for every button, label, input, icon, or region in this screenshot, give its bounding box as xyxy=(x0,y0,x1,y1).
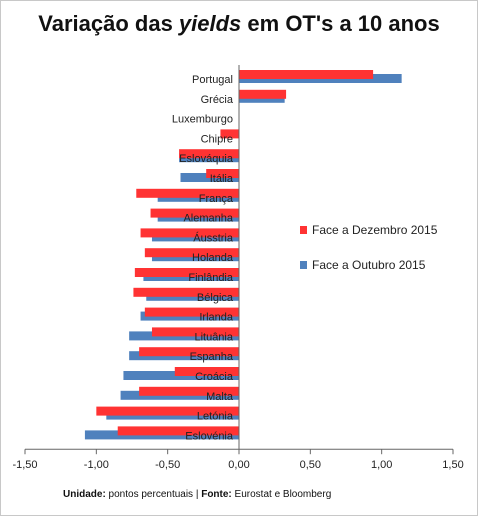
category-label: Bélgica xyxy=(197,292,234,304)
bar-dec xyxy=(140,228,239,238)
category-label: Grécia xyxy=(201,94,234,106)
x-tick-label: -0,50 xyxy=(155,459,180,471)
category-label: Luxemburgo xyxy=(172,114,233,126)
chart-note: Unidade: pontos percentuais | Fonte: Eur… xyxy=(63,489,332,500)
bar-dec xyxy=(144,307,239,317)
category-label: Irlanda xyxy=(199,312,234,324)
legend-label: Face a Dezembro 2015 xyxy=(312,223,438,237)
category-label: Áusstria xyxy=(193,231,234,244)
category-label: Eslováquia xyxy=(179,153,234,165)
x-tick-label: -1,00 xyxy=(84,459,109,471)
legend-swatch xyxy=(300,226,307,234)
bar-dec xyxy=(144,248,239,258)
bar-dec xyxy=(220,129,239,139)
category-label: Espanha xyxy=(190,351,234,363)
chart-title: Variação das yields em OT's a 10 anos xyxy=(38,11,440,36)
bar-dec xyxy=(139,386,239,396)
category-label: Letónia xyxy=(197,411,234,423)
bar-dec xyxy=(239,89,287,99)
x-tick-label: 0,00 xyxy=(228,459,249,471)
bar-dec xyxy=(136,188,239,198)
bar-dec xyxy=(179,149,239,159)
bar-dec xyxy=(206,169,239,178)
category-label: França xyxy=(199,193,234,205)
bar-dec xyxy=(96,406,239,416)
category-label: Chipre xyxy=(201,133,233,145)
x-tick-label: -1,50 xyxy=(12,459,37,471)
category-label: Croácia xyxy=(195,371,234,383)
category-label: Portugal xyxy=(192,74,233,86)
category-label: Malta xyxy=(206,391,234,403)
bar-dec xyxy=(150,208,239,218)
x-tick-label: 1,00 xyxy=(371,459,392,471)
category-label: Itália xyxy=(210,173,234,185)
x-tick-label: 1,50 xyxy=(442,459,463,471)
category-label: Alemanha xyxy=(183,213,233,225)
bar-dec xyxy=(117,426,239,436)
bar-dec xyxy=(239,70,374,79)
category-label: Holanda xyxy=(192,252,234,264)
bar-dec xyxy=(151,327,239,337)
bar-dec xyxy=(174,367,239,376)
legend-swatch xyxy=(300,261,307,269)
x-tick-label: 0,50 xyxy=(300,459,321,471)
category-label: Finlândia xyxy=(188,272,234,284)
bar-dec xyxy=(133,287,239,297)
category-label: Eslovénia xyxy=(185,430,234,442)
category-label: Lituânia xyxy=(194,331,233,343)
bar-dec xyxy=(134,268,239,277)
bar-dec xyxy=(139,347,239,357)
legend-label: Face a Outubro 2015 xyxy=(312,258,426,272)
